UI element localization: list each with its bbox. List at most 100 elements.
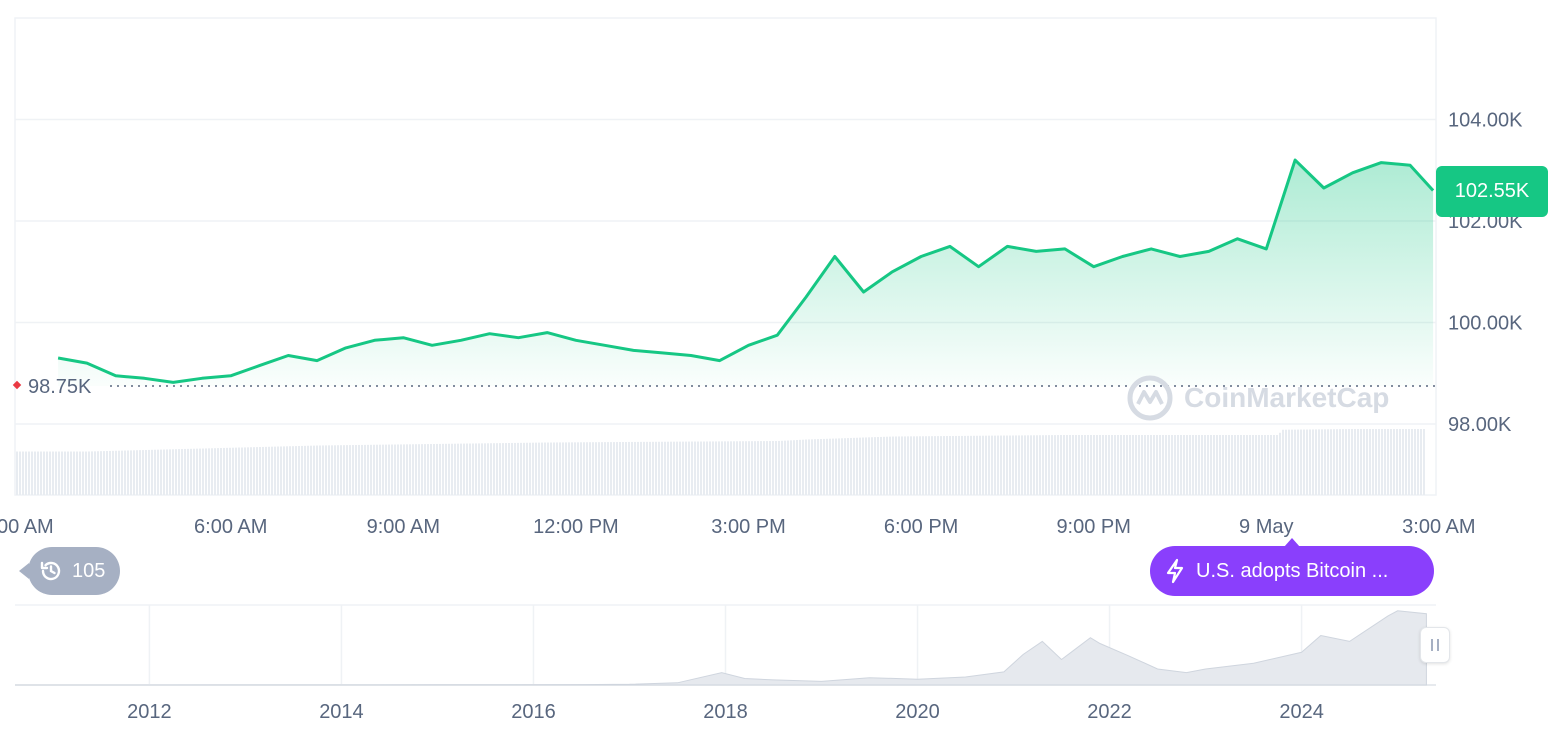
volume-bar	[205, 448, 207, 495]
volume-bar	[340, 445, 342, 495]
volume-bar	[109, 450, 111, 495]
volume-bars	[16, 429, 1425, 495]
volume-bar	[238, 447, 240, 495]
volume-bar	[955, 435, 957, 495]
volume-bar	[664, 441, 666, 495]
volume-bar	[157, 449, 159, 495]
volume-bar	[79, 451, 81, 495]
history-button[interactable]: 105	[19, 547, 120, 595]
volume-bar	[1288, 429, 1290, 495]
volume-bar	[1123, 435, 1125, 495]
volume-bar	[439, 443, 441, 495]
volume-bar	[85, 451, 87, 495]
volume-bar	[388, 444, 390, 495]
volume-bar	[394, 444, 396, 495]
volume-bar	[1405, 429, 1407, 495]
volume-bar	[241, 447, 243, 495]
volume-bar	[511, 442, 513, 495]
volume-bar	[1093, 435, 1095, 495]
x-axis-ticks: 3:00 AM 6:00 AM 9:00 AM 12:00 PM 3:00 PM 6:00…	[0, 516, 1476, 538]
volume-bar	[1285, 429, 1287, 495]
volume-bar	[949, 436, 951, 495]
volume-bar	[490, 443, 492, 495]
news-event-button[interactable]: U.S. adopts Bitcoin ...	[1150, 546, 1434, 596]
volume-bar	[1330, 429, 1332, 495]
volume-bar	[1045, 435, 1047, 495]
volume-bar	[352, 445, 354, 495]
volume-bar	[1153, 435, 1155, 495]
volume-bar	[1282, 429, 1284, 495]
volume-bar	[277, 446, 279, 495]
volume-bar	[112, 450, 114, 495]
volume-bar	[97, 451, 99, 495]
volume-bar	[1102, 435, 1104, 495]
volume-bar	[1054, 435, 1056, 495]
volume-bar	[1246, 435, 1248, 495]
volume-bar	[601, 442, 603, 495]
volume-bar	[310, 445, 312, 495]
overview-area	[14, 610, 1427, 686]
volume-bar	[940, 436, 942, 495]
volume-bar	[889, 436, 891, 495]
volume-bar	[550, 442, 552, 495]
coinmarketcap-logo-icon	[1127, 375, 1173, 421]
volume-bar	[1186, 435, 1188, 495]
volume-bar	[457, 443, 459, 495]
volume-bar	[973, 435, 975, 495]
volume-bar	[697, 441, 699, 495]
volume-bar	[1075, 435, 1077, 495]
volume-bar	[349, 445, 351, 495]
volume-bar	[529, 442, 531, 495]
volume-bar	[289, 446, 291, 495]
volume-bar	[496, 443, 498, 495]
volume-bar	[994, 435, 996, 495]
volume-bar	[1081, 435, 1083, 495]
volume-bar	[1345, 429, 1347, 495]
volume-bar	[1210, 435, 1212, 495]
volume-bar	[991, 435, 993, 495]
volume-bar	[595, 442, 597, 495]
overview-range-handle[interactable]	[1420, 627, 1450, 663]
volume-bar	[586, 442, 588, 495]
news-pointer	[1284, 538, 1300, 547]
volume-bar	[106, 451, 108, 495]
volume-bar	[1240, 435, 1242, 495]
volume-bar	[661, 441, 663, 495]
volume-bar	[1276, 435, 1278, 495]
volume-bar	[208, 448, 210, 495]
volume-bar	[1414, 429, 1416, 495]
volume-bar	[331, 445, 333, 495]
volume-bar	[1003, 435, 1005, 495]
volume-bar	[553, 442, 555, 495]
volume-bar	[184, 448, 186, 495]
volume-bar	[841, 438, 843, 495]
volume-bar	[583, 442, 585, 495]
volume-bar	[589, 442, 591, 495]
volume-bar	[844, 438, 846, 495]
volume-bar	[1252, 435, 1254, 495]
volume-bar	[1237, 435, 1239, 495]
volume-bar	[1402, 429, 1404, 495]
volume-bar	[856, 437, 858, 495]
volume-bar	[616, 442, 618, 495]
volume-bar	[544, 442, 546, 495]
volume-bar	[1390, 429, 1392, 495]
x-tick-label: 3:00 AM	[1402, 516, 1475, 538]
volume-bar	[211, 448, 213, 495]
volume-bar	[895, 436, 897, 495]
volume-bar	[1396, 429, 1398, 495]
y-tick-label: 104.00K	[1448, 110, 1523, 132]
overview-x-tick-label: 2014	[319, 701, 364, 723]
volume-bar	[1312, 429, 1314, 495]
volume-bar	[1219, 435, 1221, 495]
volume-bar	[1060, 435, 1062, 495]
volume-bar	[979, 435, 981, 495]
volume-bar	[727, 441, 729, 495]
volume-bar	[328, 445, 330, 495]
volume-bar	[1099, 435, 1101, 495]
volume-bar	[268, 446, 270, 495]
volume-bar	[412, 444, 414, 495]
volume-bar	[286, 446, 288, 495]
volume-bar	[1129, 435, 1131, 495]
